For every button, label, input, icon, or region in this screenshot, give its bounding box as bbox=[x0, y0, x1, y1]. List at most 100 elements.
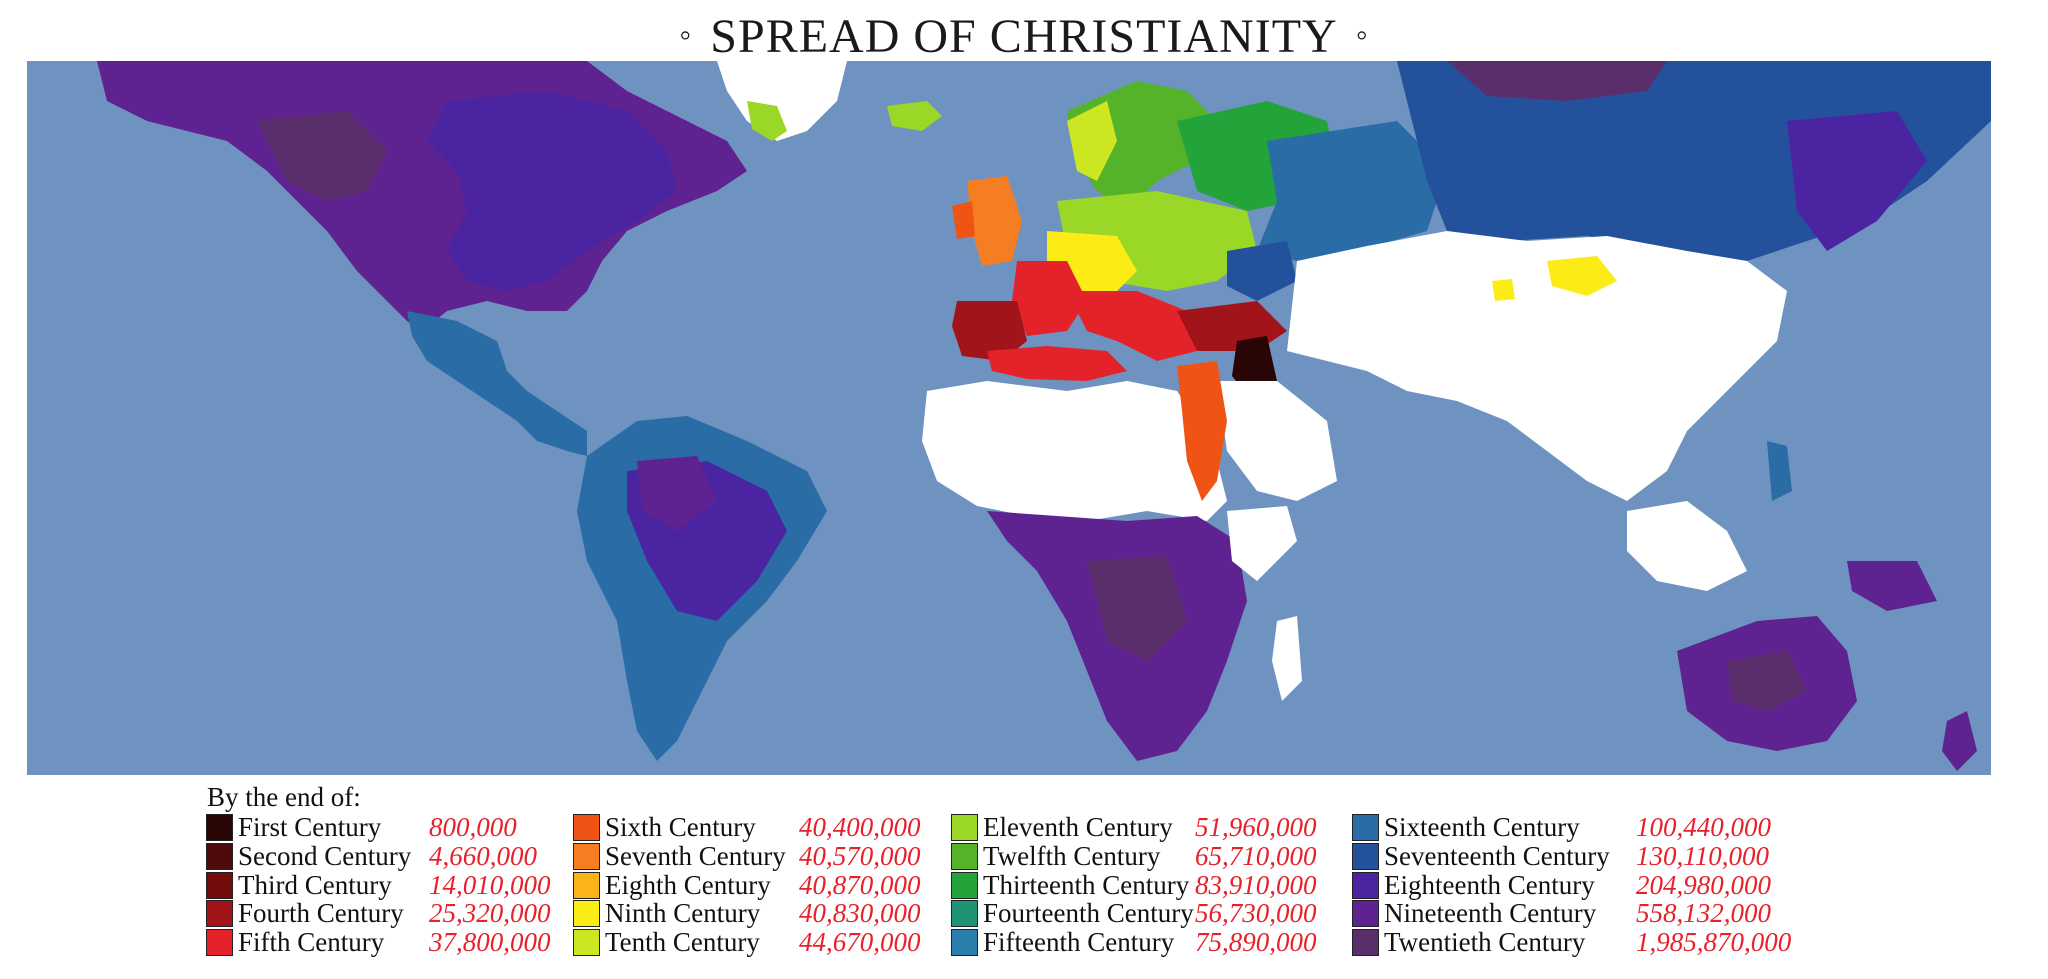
legend-value: 14,010,000 bbox=[429, 869, 551, 900]
region-mongolia-small bbox=[1492, 279, 1515, 301]
region-canada-east bbox=[427, 91, 677, 291]
legend-value: 25,320,000 bbox=[429, 898, 551, 929]
region-greenland-south bbox=[747, 101, 787, 141]
legend-label: Thirteenth Century bbox=[983, 869, 1190, 900]
title-text: SPREAD OF CHRISTIANITY bbox=[710, 10, 1338, 63]
region-france bbox=[1012, 261, 1087, 336]
legend-value: 37,800,000 bbox=[429, 927, 551, 958]
legend-label: Tenth Century bbox=[605, 927, 760, 958]
legend-label: First Century bbox=[238, 812, 382, 842]
legend-value: 83,910,000 bbox=[1195, 869, 1317, 900]
region-greenland bbox=[717, 61, 847, 141]
legend-swatch bbox=[573, 871, 600, 899]
region-asia bbox=[1217, 61, 1991, 611]
region-se-asia-islands bbox=[1627, 501, 1747, 591]
region-russia-west bbox=[1257, 121, 1447, 261]
legend-value: 558,132,000 bbox=[1636, 898, 1771, 929]
legend-label: Twelfth Century bbox=[983, 840, 1161, 871]
legend-value: 204,980,000 bbox=[1636, 869, 1771, 900]
region-siberia-north bbox=[1447, 61, 1667, 101]
legend-value: 65,710,000 bbox=[1195, 840, 1317, 871]
legend-label: Sixth Century bbox=[605, 812, 756, 842]
region-mongolia-patch bbox=[1547, 256, 1617, 296]
legend-value: 1,985,870,000 bbox=[1636, 927, 1792, 958]
region-oceania bbox=[1677, 616, 1977, 771]
region-sahara bbox=[922, 381, 1227, 521]
legend-swatch bbox=[573, 842, 600, 870]
region-north-africa-coast bbox=[987, 346, 1127, 381]
legend-swatch bbox=[206, 871, 233, 899]
legend-value: 40,570,000 bbox=[799, 840, 921, 871]
region-north-america bbox=[97, 61, 942, 456]
region-europe bbox=[952, 81, 1447, 401]
legend-swatch bbox=[573, 814, 600, 841]
world-map-svg bbox=[27, 61, 1991, 775]
region-british-isles bbox=[967, 176, 1022, 266]
region-south-america bbox=[577, 416, 827, 761]
legend-label: Eighteenth Century bbox=[1384, 869, 1595, 900]
legend-swatch bbox=[1352, 842, 1379, 870]
region-italy-balkans bbox=[1067, 291, 1197, 361]
region-canada-nw bbox=[257, 111, 387, 201]
region-philippines bbox=[1767, 441, 1792, 501]
world-map bbox=[27, 61, 1991, 775]
region-australia-interior bbox=[1727, 651, 1807, 711]
legend-value: 4,660,000 bbox=[429, 840, 537, 871]
legend-swatch bbox=[1352, 871, 1379, 899]
region-new-guinea bbox=[1847, 561, 1937, 611]
legend-label: Fourth Century bbox=[238, 898, 404, 929]
legend-label: Third Century bbox=[238, 869, 392, 900]
legend-label: Sixteenth Century bbox=[1384, 812, 1580, 842]
legend-swatch bbox=[951, 814, 978, 841]
legend-swatch bbox=[951, 929, 978, 957]
legend-label: Seventh Century bbox=[605, 840, 786, 871]
legend-swatch bbox=[573, 900, 600, 928]
region-madagascar bbox=[1272, 616, 1302, 701]
legend-label: Fifteenth Century bbox=[983, 927, 1175, 958]
region-asia-non-christian bbox=[1287, 231, 1787, 501]
legend-value: 44,670,000 bbox=[799, 927, 921, 958]
legend-label: Nineteenth Century bbox=[1384, 898, 1597, 929]
legend-swatch bbox=[951, 842, 978, 870]
region-far-east bbox=[1787, 111, 1927, 251]
region-horn-of-africa bbox=[1227, 506, 1297, 581]
region-iberia bbox=[952, 301, 1027, 361]
region-mexico-central-america bbox=[407, 311, 587, 456]
legend-swatch bbox=[206, 900, 233, 928]
title-marker-right: ◦ bbox=[1355, 17, 1369, 54]
legend: By the end of: First Century 800,000 Secon… bbox=[0, 780, 2048, 979]
legend-label: Eighth Century bbox=[605, 869, 771, 900]
region-egypt bbox=[1177, 361, 1227, 501]
region-ireland bbox=[952, 201, 975, 239]
legend-label: Second Century bbox=[238, 840, 412, 871]
region-new-zealand bbox=[1942, 711, 1977, 771]
legend-swatch bbox=[573, 929, 600, 957]
legend-swatch bbox=[1352, 900, 1379, 928]
legend-swatch bbox=[951, 871, 978, 899]
legend-label: Fifth Century bbox=[238, 927, 385, 958]
legend-label: Fourteenth Century bbox=[983, 898, 1194, 929]
legend-value: 75,890,000 bbox=[1195, 927, 1317, 958]
legend-value: 100,440,000 bbox=[1636, 812, 1771, 842]
map-title: ◦ SPREAD OF CHRISTIANITY ◦ bbox=[0, 4, 2048, 69]
legend-label: Eleventh Century bbox=[983, 812, 1173, 842]
legend-swatch bbox=[206, 842, 233, 870]
legend-value: 40,830,000 bbox=[799, 898, 921, 929]
legend-swatch bbox=[1352, 814, 1379, 841]
legend-value: 56,730,000 bbox=[1195, 898, 1317, 929]
region-africa bbox=[922, 346, 1302, 761]
region-arabia bbox=[1217, 381, 1337, 501]
legend-value: 51,960,000 bbox=[1195, 812, 1317, 842]
region-caucasus bbox=[1227, 241, 1297, 301]
title-marker-left: ◦ bbox=[679, 17, 693, 54]
legend-value: 40,400,000 bbox=[799, 812, 921, 842]
legend-label: Seventeenth Century bbox=[1384, 840, 1610, 871]
region-iceland bbox=[887, 101, 942, 131]
legend-swatch bbox=[206, 929, 233, 957]
legend-label: Twentieth Century bbox=[1384, 927, 1586, 958]
region-central-africa bbox=[1087, 556, 1187, 661]
legend-heading: By the end of: bbox=[207, 782, 361, 812]
legend-value: 130,110,000 bbox=[1636, 840, 1769, 871]
legend-label: Ninth Century bbox=[605, 898, 761, 929]
legend-swatch bbox=[206, 814, 233, 841]
